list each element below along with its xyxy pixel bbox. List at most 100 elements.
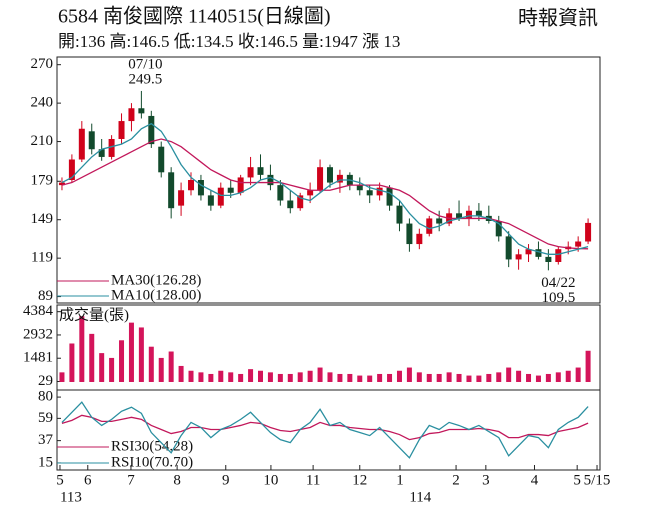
x-tick-label: 5 [573, 472, 581, 488]
line [61, 401, 589, 459]
candle-body [197, 180, 204, 196]
volume-bar [446, 372, 452, 382]
y-tick-label: 210 [31, 133, 54, 149]
volume-bar [476, 375, 482, 382]
x-tick-label: 12 [352, 472, 367, 488]
candle-body [535, 249, 542, 257]
volume-bar [565, 370, 571, 382]
volume-bar [248, 369, 254, 382]
candle-body [465, 210, 472, 219]
rsi-panel [56, 389, 601, 471]
y-tick-label: 59 [38, 410, 53, 426]
volume-bar [327, 372, 333, 382]
candle-body [307, 190, 314, 196]
volume-bar [258, 370, 264, 382]
volume-bar [555, 372, 561, 382]
volume-bar [406, 367, 412, 382]
x-tick-label: 2 [452, 472, 460, 488]
candle-body [505, 236, 512, 260]
candle-body [406, 223, 413, 245]
volume-bar [59, 372, 65, 382]
volume-bar [307, 370, 313, 382]
volume-bar [317, 367, 323, 382]
candle-body [555, 249, 562, 262]
candle-body [118, 121, 125, 139]
x-tick-label: 5/15 [584, 472, 611, 488]
candle-body [237, 177, 244, 193]
candle-body [336, 174, 343, 183]
candle-body [78, 128, 85, 160]
quote: 開:136 高:146.5 低:134.5 收:146.5 量:1947 漲 1… [58, 32, 400, 51]
x-tick-label: 6 [84, 472, 92, 488]
candle-body [98, 149, 105, 157]
volume-bar [486, 373, 492, 382]
volume-bar [228, 372, 234, 382]
volume-bar [506, 367, 512, 382]
y-tick-label: 1481 [23, 350, 53, 366]
candle-body [297, 195, 304, 209]
annotation-value: 249.5 [129, 71, 163, 87]
candle-body [436, 218, 443, 224]
volume-bar [416, 372, 422, 382]
volume-bar [516, 370, 522, 382]
volume-bar [436, 373, 442, 382]
y-tick-label: 80 [38, 389, 53, 405]
x-tick-label: 5 [56, 472, 64, 488]
x-tick-label: 7 [127, 472, 135, 488]
volume-bar [158, 357, 164, 382]
year-label: 114 [409, 489, 431, 505]
x-tick-label: 3 [482, 472, 490, 488]
y-tick-label: 119 [31, 250, 53, 266]
volume-bar [466, 375, 472, 382]
candle-body [585, 222, 592, 242]
volume-bar [109, 357, 115, 382]
candle-body [168, 172, 175, 209]
volume-bar [277, 373, 283, 382]
volume-bar [496, 372, 502, 382]
volume-bar [287, 373, 293, 382]
volume-bar [396, 370, 402, 382]
x-tick-label: 1 [396, 472, 404, 488]
candle-body [575, 241, 582, 247]
volume-bar [79, 316, 85, 382]
candle-body [68, 159, 75, 180]
y-tick-label: 2932 [23, 326, 53, 342]
volume-bar [188, 370, 194, 382]
candle-body [515, 254, 522, 260]
candle-body [158, 146, 165, 173]
y-tick-label: 4384 [23, 303, 54, 319]
volume-bar [89, 333, 95, 382]
candle-body [128, 108, 135, 122]
candle-body [366, 190, 373, 196]
candle-body [58, 182, 65, 186]
candle-body [525, 249, 532, 255]
candle-body [88, 131, 95, 150]
candle-body [138, 108, 145, 114]
volume-bar [357, 375, 363, 382]
volume-bar [267, 372, 273, 382]
candle-body [376, 187, 383, 196]
candle-body [207, 195, 214, 206]
annotation-date: 04/22 [541, 275, 575, 291]
legend-label: RSI30(54.28) [111, 438, 193, 454]
volume-bar [128, 322, 134, 382]
volume-bar [238, 373, 244, 382]
volume-bar [119, 340, 125, 382]
legend-label: RSI10(70.70) [111, 454, 193, 470]
y-tick-label: 240 [31, 95, 54, 111]
candle-body [456, 213, 463, 219]
candle-body [495, 221, 502, 237]
x-tick-label: 9 [222, 472, 230, 488]
volume-bar [198, 372, 204, 382]
line [61, 414, 589, 441]
volume-bar [545, 373, 551, 382]
legend-label: MA10(128.00) [111, 287, 201, 303]
candle-body [247, 167, 254, 178]
price-panel [56, 56, 601, 304]
y-tick-label: 179 [31, 173, 54, 189]
x-tick-label: 8 [173, 472, 181, 488]
candle-body [108, 139, 115, 157]
y-tick-label: 89 [38, 288, 53, 304]
candle-body [545, 256, 552, 262]
